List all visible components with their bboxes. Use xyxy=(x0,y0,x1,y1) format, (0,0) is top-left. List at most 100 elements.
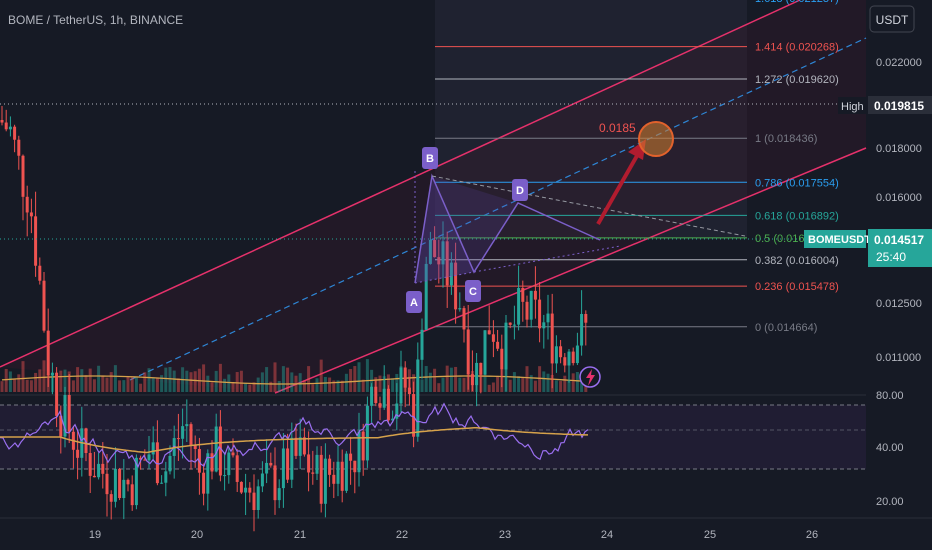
volume-bar xyxy=(189,372,193,392)
volume-bar xyxy=(441,377,445,392)
candle-body xyxy=(496,341,500,349)
candle-body xyxy=(395,403,399,419)
candle-body xyxy=(441,241,445,265)
volume-bar xyxy=(126,376,130,392)
candle-body xyxy=(252,492,256,511)
volume-bar xyxy=(302,380,306,392)
volume-bar xyxy=(139,383,143,392)
candle-body xyxy=(155,442,159,484)
candle-body xyxy=(67,394,71,432)
volume-bar xyxy=(176,378,180,392)
volume-bar xyxy=(487,384,491,392)
svg-text:B: B xyxy=(426,153,434,165)
candle-body xyxy=(8,126,12,130)
candle-body xyxy=(63,394,67,437)
volume-bar xyxy=(454,366,458,392)
candle-body xyxy=(130,484,134,506)
candle-body xyxy=(227,452,231,476)
candle-body xyxy=(550,313,554,364)
candle-body xyxy=(139,457,143,460)
volume-bar xyxy=(84,375,88,392)
volume-bar xyxy=(273,362,277,392)
volume-bar xyxy=(265,367,269,392)
candle-body xyxy=(340,461,344,491)
x-tick-22: 22 xyxy=(396,529,408,541)
volume-bar xyxy=(260,372,264,392)
volume-bar xyxy=(164,367,168,392)
candle-body xyxy=(160,482,164,484)
volume-bar xyxy=(4,368,8,392)
candle-body xyxy=(298,437,302,456)
candle-body xyxy=(361,431,365,461)
candle-body xyxy=(239,481,243,493)
point-d-label[interactable]: D xyxy=(512,179,528,201)
volume-bar xyxy=(63,369,67,392)
rsi-tick-40: 40.00 xyxy=(876,442,904,454)
x-tick-24: 24 xyxy=(601,529,613,541)
candle-body xyxy=(374,386,378,404)
rsi-tick-80: 80.00 xyxy=(876,390,904,402)
candle-body xyxy=(55,372,59,416)
fib-label-2: 1.272 (0.019620) xyxy=(755,74,839,86)
candle-body xyxy=(92,475,96,478)
channel-upper-line[interactable] xyxy=(0,0,801,368)
candle-body xyxy=(559,346,563,358)
point-c-label[interactable]: C xyxy=(465,280,481,302)
candle-body xyxy=(105,473,109,495)
candle-body xyxy=(84,428,88,454)
volume-bar xyxy=(575,371,579,392)
volume-bar xyxy=(235,372,239,392)
volume-bar xyxy=(218,363,222,392)
volume-bar xyxy=(252,382,256,392)
currency-button[interactable]: USDT xyxy=(869,5,915,33)
candle-body xyxy=(122,479,126,499)
fib-label-4: 0.786 (0.017554) xyxy=(755,177,839,189)
candle-body xyxy=(504,322,508,370)
candle-body xyxy=(517,287,521,325)
candle-body xyxy=(470,374,474,386)
candle-body xyxy=(185,424,189,427)
channel-midline[interactable] xyxy=(129,37,867,381)
target-label: 0.0185 xyxy=(599,121,636,135)
svg-text:A: A xyxy=(410,297,418,309)
lightning-icon[interactable] xyxy=(579,366,601,388)
point-a-label[interactable]: A xyxy=(406,291,422,313)
y-tick-1: 0.018000 xyxy=(876,143,922,155)
high-price-tag: High 0.019815 xyxy=(838,96,932,114)
candle-body xyxy=(332,474,336,484)
candle-body xyxy=(391,418,395,421)
candle-body xyxy=(399,367,403,404)
volume-bar xyxy=(496,375,500,392)
volume-bar xyxy=(227,374,231,392)
candle-body xyxy=(307,454,311,473)
candle-body xyxy=(231,452,235,456)
volume-bar xyxy=(554,380,558,392)
volume-bar xyxy=(143,372,147,392)
volume-bar xyxy=(319,359,323,392)
candle-body xyxy=(525,301,529,320)
candle-body xyxy=(143,459,147,461)
fib-label-0: 1.618 (0.021237) xyxy=(755,0,839,5)
volume-bar xyxy=(559,381,563,392)
volume-bar xyxy=(458,377,462,392)
candle-body xyxy=(344,453,348,491)
target-arrow[interactable] xyxy=(596,153,640,225)
candle-body xyxy=(563,357,567,366)
volume-bar xyxy=(529,375,533,392)
volume-bar xyxy=(307,366,311,392)
candle-body xyxy=(475,362,479,386)
channel-lower-line[interactable] xyxy=(274,147,867,394)
target-circle[interactable] xyxy=(638,121,674,157)
volume-bar xyxy=(42,360,46,392)
svg-text:0.019815: 0.019815 xyxy=(874,99,924,113)
candle-body xyxy=(113,468,117,502)
candle-body xyxy=(97,463,101,478)
candle-body xyxy=(193,445,197,450)
candle-body xyxy=(281,448,285,489)
volume-bar xyxy=(92,379,96,392)
candle-body xyxy=(420,329,424,360)
point-b-label[interactable]: B xyxy=(422,147,438,169)
volume-bar xyxy=(571,373,575,392)
volume-bar xyxy=(17,374,21,392)
